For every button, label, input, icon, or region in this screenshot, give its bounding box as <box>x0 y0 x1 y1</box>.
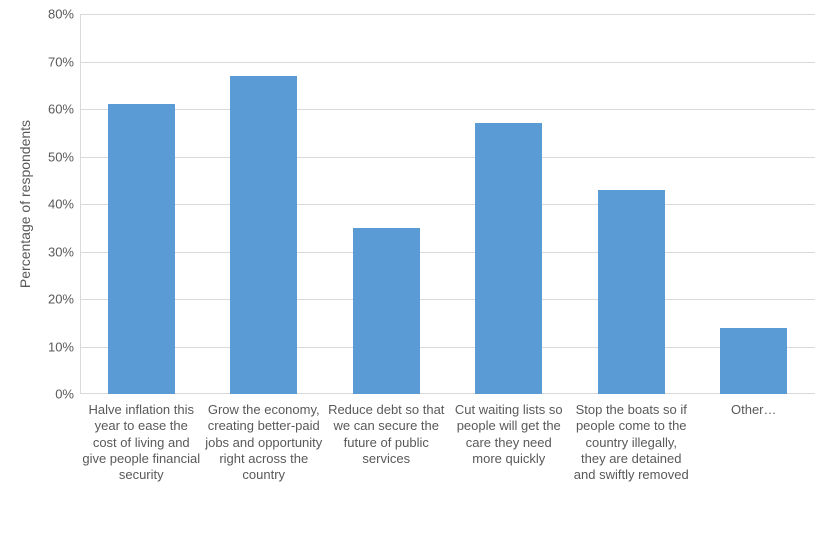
bar <box>230 76 297 394</box>
y-tick-label: 80% <box>48 7 80 22</box>
x-tick-label: Cut waiting lists so people will get the… <box>450 394 569 467</box>
y-tick-label: 10% <box>48 339 80 354</box>
y-tick-label: 70% <box>48 54 80 69</box>
x-tick-label: Reduce debt so that we can secure the fu… <box>327 394 446 467</box>
y-tick-label: 40% <box>48 197 80 212</box>
x-tick-label: Halve inflation this year to ease the co… <box>82 394 201 483</box>
bar-chart: 0% 10% 20% 30% 40% 50% 60% 70% 80% Halve inflatio… <box>0 0 830 540</box>
bar <box>598 190 665 394</box>
y-tick-label: 0% <box>55 387 80 402</box>
bar <box>720 328 787 395</box>
y-tick-label: 60% <box>48 102 80 117</box>
y-tick-label: 30% <box>48 244 80 259</box>
bar <box>108 104 175 394</box>
x-tick-label: Grow the economy, creating better-paid j… <box>205 394 324 483</box>
y-axis-title: Percentage of respondents <box>17 120 33 288</box>
x-tick-label: Stop the boats so if people come to the … <box>572 394 691 483</box>
bar <box>475 123 542 394</box>
plot-area: 0%10%20%30%40%50%60%70%80%Halve inflatio… <box>80 14 815 394</box>
x-tick-label: Other… <box>695 394 814 418</box>
y-tick-label: 20% <box>48 292 80 307</box>
bars-layer <box>80 14 815 394</box>
y-tick-label: 50% <box>48 149 80 164</box>
bar <box>353 228 420 394</box>
